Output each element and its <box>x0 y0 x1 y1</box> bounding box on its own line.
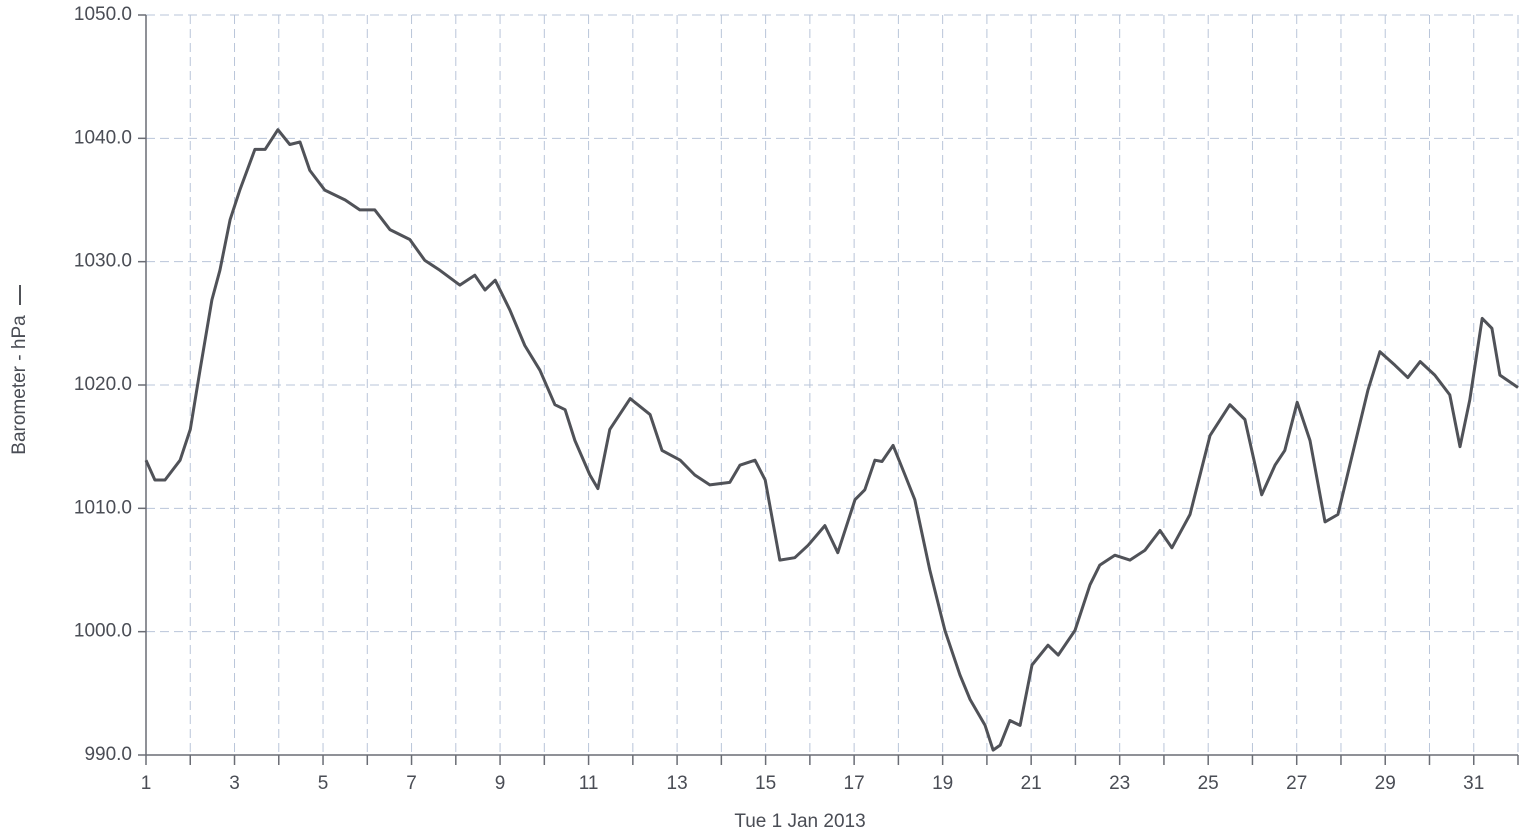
y-tick-label: 1000.0 <box>74 621 132 642</box>
x-tick-label: 11 <box>579 773 599 794</box>
x-tick-label: 13 <box>667 773 688 794</box>
x-tick-label: 23 <box>1109 773 1130 794</box>
x-tick-label: 5 <box>318 773 329 794</box>
x-tick-label: 15 <box>755 773 776 794</box>
x-tick-label: 1 <box>141 773 152 794</box>
x-tick-label: 25 <box>1198 773 1219 794</box>
x-tick-label: 7 <box>406 773 417 794</box>
y-tick-label: 1010.0 <box>74 497 132 518</box>
y-tick-label: 1030.0 <box>74 251 132 272</box>
y-axis-title: Barometer - hPa <box>9 315 30 455</box>
x-tick-label: 21 <box>1021 773 1042 794</box>
x-tick-label: 17 <box>844 773 865 794</box>
x-tick-label: 31 <box>1463 773 1484 794</box>
x-tick-label: 29 <box>1375 773 1396 794</box>
y-tick-label: 1040.0 <box>74 127 132 148</box>
y-tick-label: 1050.0 <box>74 4 132 25</box>
y-tick-label: 990.0 <box>84 744 132 765</box>
x-tick-label: 3 <box>229 773 240 794</box>
x-tick-label: 19 <box>932 773 953 794</box>
x-axis-title: Tue 1 Jan 2013 <box>734 811 865 832</box>
x-tick-label: 27 <box>1286 773 1307 794</box>
x-tick-label: 9 <box>495 773 506 794</box>
y-tick-label: 1020.0 <box>74 374 132 395</box>
line-series <box>144 128 1519 752</box>
